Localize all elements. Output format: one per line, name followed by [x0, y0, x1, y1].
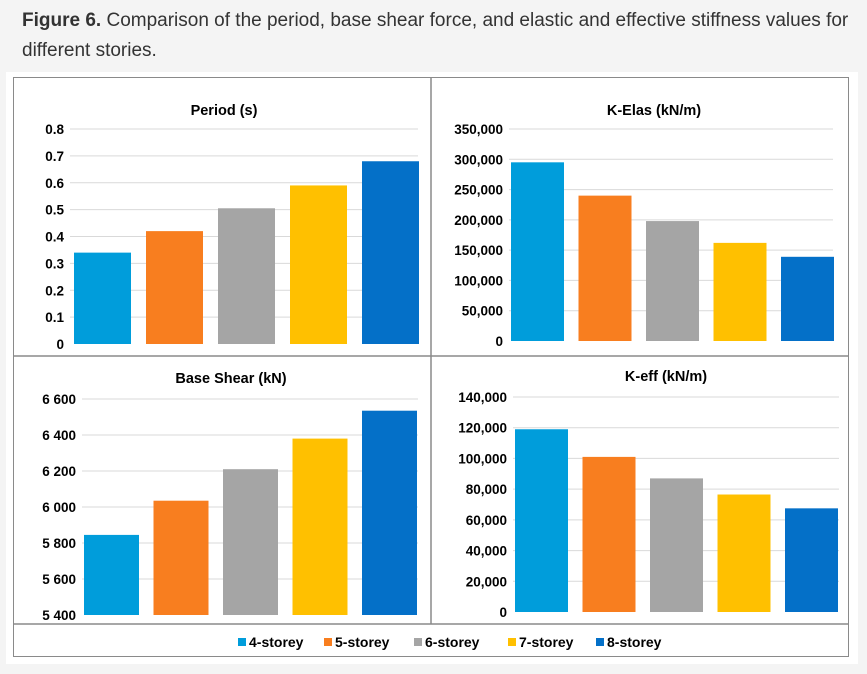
period-ytick-label: 0.5: [45, 203, 64, 218]
kelas-bar-6-storey: [646, 221, 699, 341]
period-ytick-label: 0: [56, 337, 64, 352]
period-bar-4-storey: [74, 252, 131, 344]
period-ytick-label: 0.8: [45, 122, 64, 137]
legend-label-5-storey: 5-storey: [335, 634, 390, 650]
baseshear-ytick-label: 6 600: [42, 392, 76, 407]
keff-title: K-eff (kN/m): [625, 369, 707, 385]
keff-ytick-label: 0: [499, 605, 507, 620]
keff-ytick-label: 100,000: [458, 451, 507, 466]
period-title: Period (s): [191, 103, 258, 119]
baseshear-ytick-label: 6 400: [42, 428, 76, 443]
legend-swatch-6-storey: [414, 638, 422, 646]
keff-bar-6-storey: [650, 478, 703, 612]
figure-panel: Period (s) 0 0.1 0.2 0.3 0.4 0.5 0.6 0.7 0.8 K-Ela…: [6, 72, 858, 664]
kelas-title: K-Elas (kN/m): [607, 103, 701, 119]
legend-swatch-4-storey: [238, 638, 246, 646]
kelas-ytick-label: 150,000: [454, 243, 503, 258]
keff-ytick-label: 80,000: [466, 482, 507, 497]
kelas-ytick-label: 200,000: [454, 213, 503, 228]
kelas-ytick-label: 300,000: [454, 152, 503, 167]
figure-label: Figure 6.: [22, 10, 102, 31]
kelas-ytick-label: 50,000: [462, 304, 503, 319]
legend-label-6-storey: 6-storey: [425, 634, 480, 650]
period-ytick-label: 0.2: [45, 283, 64, 298]
kelas-bar-7-storey: [713, 242, 767, 341]
period-bar-8-storey: [362, 161, 419, 344]
kelas-ytick-label: 250,000: [454, 183, 503, 198]
kelas-bar-4-storey: [511, 162, 564, 341]
legend-label-7-storey: 7-storey: [519, 634, 574, 650]
baseshear-ytick-label: 5 400: [42, 608, 76, 623]
legend-label-8-storey: 8-storey: [607, 634, 662, 650]
charts-svg: Period (s) 0 0.1 0.2 0.3 0.4 0.5 0.6 0.7 0.8 K-Ela…: [13, 77, 849, 650]
keff-ytick-label: 60,000: [466, 513, 507, 528]
period-ytick-label: 0.3: [45, 256, 64, 271]
baseshear-ytick-label: 6 000: [42, 500, 76, 515]
keff-ytick-label: 120,000: [458, 421, 507, 436]
baseshear-bar-7-storey: [292, 438, 348, 615]
keff-bar-8-storey: [785, 508, 838, 612]
keff-ytick-label: 140,000: [458, 390, 507, 405]
keff-bar-4-storey: [515, 429, 568, 612]
baseshear-ytick-label: 5 600: [42, 572, 76, 587]
period-ytick-label: 0.4: [45, 230, 64, 245]
keff-bar-7-storey: [717, 494, 771, 612]
baseshear-ytick-label: 5 800: [42, 536, 76, 551]
period-bar-7-storey: [290, 185, 347, 344]
period-ytick-label: 0.7: [45, 149, 64, 164]
figure-caption-text: Comparison of the period, base shear for…: [22, 10, 849, 61]
legend-swatch-7-storey: [508, 638, 516, 646]
period-bar-5-storey: [146, 231, 203, 344]
kelas-ytick-label: 350,000: [454, 122, 503, 137]
baseshear-ytick-label: 6 200: [42, 464, 76, 479]
baseshear-bar-5-storey: [153, 500, 209, 615]
kelas-ytick-label: 100,000: [454, 273, 503, 288]
legend-swatch-8-storey: [596, 638, 604, 646]
keff-bar-5-storey: [582, 456, 636, 612]
legend-swatch-5-storey: [324, 638, 332, 646]
period-bar-6-storey: [218, 208, 275, 344]
baseshear-bar-6-storey: [223, 469, 278, 615]
period-ytick-label: 0.6: [45, 176, 64, 191]
baseshear-bar-8-storey: [362, 410, 417, 615]
figure-caption: Figure 6. Comparison of the period, base…: [22, 6, 852, 66]
keff-ytick-label: 40,000: [466, 544, 507, 559]
kelas-bar-8-storey: [781, 256, 834, 341]
kelas-ytick-label: 0: [495, 334, 503, 349]
keff-ytick-label: 20,000: [466, 574, 507, 589]
baseshear-title: Base Shear (kN): [175, 371, 286, 387]
kelas-bar-5-storey: [578, 195, 632, 341]
baseshear-bar-4-storey: [84, 534, 139, 615]
legend-label-4-storey: 4-storey: [249, 634, 304, 650]
period-ytick-label: 0.1: [45, 310, 64, 325]
